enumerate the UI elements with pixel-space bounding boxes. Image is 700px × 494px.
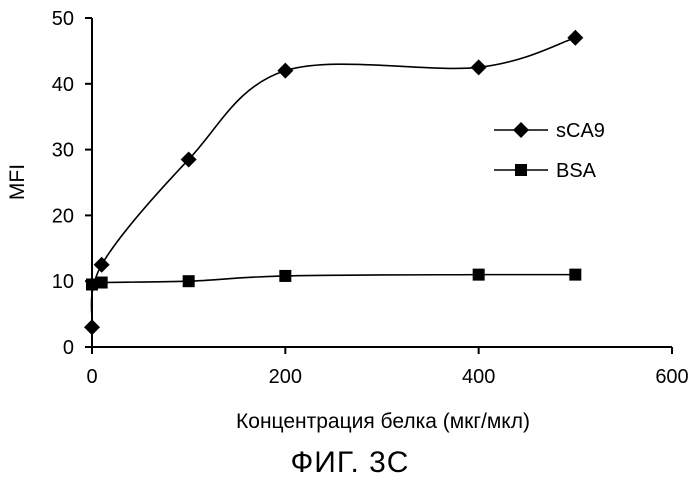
legend-label: sCA9 bbox=[556, 120, 605, 142]
legend-marker bbox=[513, 122, 529, 138]
data-point bbox=[96, 277, 108, 289]
legend-item-sca9: sCA9 bbox=[494, 120, 605, 142]
series-sca9 bbox=[84, 30, 583, 336]
data-point bbox=[567, 30, 583, 46]
x-tick-label: 400 bbox=[462, 366, 495, 388]
y-tick-label: 30 bbox=[52, 140, 74, 162]
data-point bbox=[84, 319, 100, 335]
y-axis-title: MFI bbox=[6, 164, 29, 200]
y-tick-label: 0 bbox=[63, 337, 74, 359]
legend-label: BSA bbox=[556, 160, 597, 182]
line-chart: 0 200 400 600 0 10 20 30 40 50 sCA9 BSA Концентра… bbox=[0, 0, 700, 440]
y-tick-label: 40 bbox=[52, 74, 74, 96]
y-tick-label: 20 bbox=[52, 205, 74, 227]
data-point bbox=[94, 257, 110, 273]
data-point bbox=[471, 59, 487, 75]
legend-item-bsa: BSA bbox=[494, 160, 597, 182]
x-axis-ticks: 0 200 400 600 bbox=[86, 347, 688, 388]
y-axis-ticks: 0 10 20 30 40 50 bbox=[52, 8, 92, 359]
x-axis-title: Концентрация белка (мкг/мкл) bbox=[236, 410, 530, 433]
figure-caption: ФИГ. 3С bbox=[0, 446, 700, 480]
data-point bbox=[279, 270, 291, 282]
x-tick-label: 600 bbox=[655, 366, 688, 388]
series-line bbox=[91, 38, 575, 328]
x-tick-label: 200 bbox=[269, 366, 302, 388]
y-tick-label: 10 bbox=[52, 271, 74, 293]
legend-marker bbox=[515, 164, 527, 176]
data-point bbox=[277, 63, 293, 79]
y-tick-label: 50 bbox=[52, 8, 74, 30]
legend: sCA9 BSA bbox=[494, 120, 605, 182]
series-bsa bbox=[86, 269, 581, 291]
data-point bbox=[473, 269, 485, 281]
series-line bbox=[91, 275, 575, 285]
data-point bbox=[183, 275, 195, 287]
data-point bbox=[569, 269, 581, 281]
axes bbox=[92, 18, 672, 347]
series-layer bbox=[84, 30, 583, 336]
x-tick-label: 0 bbox=[86, 366, 97, 388]
